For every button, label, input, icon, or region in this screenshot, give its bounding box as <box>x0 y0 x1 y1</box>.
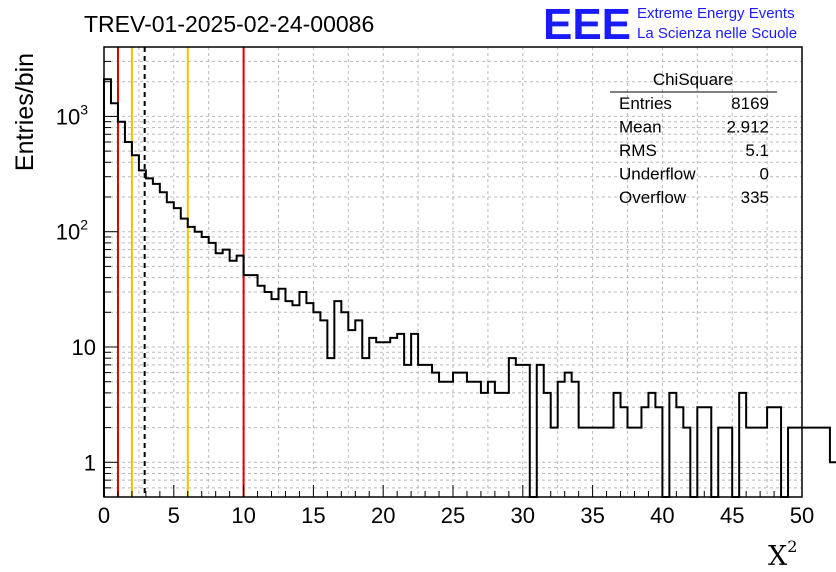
x-tick-label: 15 <box>301 503 325 528</box>
histogram-bin <box>614 393 621 497</box>
histogram-bin <box>739 393 746 497</box>
histogram-bin <box>516 365 523 497</box>
histogram-bin <box>132 155 139 497</box>
histogram-bin <box>537 365 544 497</box>
y-tick-label: 103 <box>56 101 88 129</box>
histogram-bin <box>209 243 216 497</box>
histogram-bin <box>809 428 816 497</box>
x-tick-label: 40 <box>650 503 674 528</box>
stats-row-label: Underflow <box>619 165 696 184</box>
logo-mark: EEE <box>543 0 631 49</box>
histogram-bin <box>216 253 223 497</box>
histogram-bin <box>565 373 572 497</box>
stats-box: ChiSquare Entries 8169 Mean 2.912 RMS 5.1 Unde… <box>610 70 777 207</box>
logo-line-1: Extreme Energy Events <box>637 5 795 22</box>
x-tick-label: 35 <box>580 503 604 528</box>
eee-logo: EEE Extreme Energy Events La Scienza nel… <box>543 0 797 49</box>
histogram-bin <box>202 237 209 497</box>
histogram-bin <box>418 365 425 497</box>
histogram-bin <box>767 407 774 497</box>
histogram-bin <box>425 365 432 497</box>
chart-title: TREV-01-2025-02-24-00086 <box>84 11 374 37</box>
stats-row-value: 335 <box>741 188 769 207</box>
histogram-bin <box>251 275 258 497</box>
histogram-bin <box>258 286 265 497</box>
histogram-bin <box>523 365 530 497</box>
histogram-bin <box>265 292 272 497</box>
logo-line-2: La Scienza nelle Scuole <box>637 25 797 42</box>
histogram-bin <box>460 373 467 497</box>
histogram-bin <box>118 122 125 497</box>
histogram-bin <box>292 305 299 497</box>
histogram-bin <box>313 312 320 497</box>
histogram-bin <box>816 428 823 497</box>
stats-row-label: RMS <box>619 141 657 160</box>
x-axis-label: X2 <box>768 537 797 572</box>
histogram-bin <box>697 407 704 497</box>
x-tick-label: 45 <box>720 503 744 528</box>
histogram-bin <box>188 227 195 497</box>
stats-row-value: 0 <box>760 165 769 184</box>
x-tick-label: 25 <box>441 503 465 528</box>
histogram-bin <box>348 330 355 497</box>
y-tick-label: 102 <box>56 217 88 245</box>
histogram-bin <box>481 393 488 497</box>
histogram-bin <box>195 232 202 497</box>
stats-box-title: ChiSquare <box>653 70 733 89</box>
stats-row-label: Mean <box>619 118 662 137</box>
histogram-bin <box>404 365 411 497</box>
x-tick-label: 10 <box>231 503 255 528</box>
x-axis-label-exp: 2 <box>787 537 797 556</box>
stats-row-value: 5.1 <box>745 141 769 160</box>
histogram-bin <box>669 393 676 497</box>
stats-row-label: Overflow <box>619 188 687 207</box>
y-tick-label: 1 <box>84 450 96 475</box>
histogram-bin <box>802 428 809 497</box>
histogram-bin <box>160 192 167 497</box>
histogram-bin <box>453 373 460 497</box>
x-tick-label: 0 <box>98 503 110 528</box>
histogram-bin <box>655 407 662 497</box>
histogram-bin <box>704 407 711 497</box>
histogram-bin <box>502 393 509 497</box>
grid-lines <box>104 47 802 497</box>
histogram-bin <box>621 407 628 497</box>
y-axis-label: Entries/bin <box>11 53 39 171</box>
stats-row-label: Entries <box>619 94 672 113</box>
histogram-bin <box>341 312 348 497</box>
stats-box-rows: Entries 8169 Mean 2.912 RMS 5.1 Underflow 0 Over… <box>619 94 769 207</box>
y-tick-label: 10 <box>72 335 96 360</box>
histogram-bin <box>230 261 237 497</box>
histogram-bin <box>299 292 306 497</box>
stats-row-value: 8169 <box>731 94 769 113</box>
histogram-bin <box>495 393 502 497</box>
histogram-bin <box>146 178 153 497</box>
histogram-bin <box>432 373 439 497</box>
stats-row-value: 2.912 <box>726 118 769 137</box>
histogram-bin <box>648 393 655 497</box>
x-tick-label: 20 <box>371 503 395 528</box>
histogram-bin <box>774 407 781 497</box>
histogram-bin <box>641 407 648 497</box>
histogram-bin <box>823 428 830 497</box>
x-tick-label: 50 <box>790 503 814 528</box>
x-tick-label: 5 <box>168 503 180 528</box>
x-tick-label: 30 <box>511 503 535 528</box>
x-axis-label-base: X <box>768 541 788 572</box>
reference-lines <box>116 47 245 497</box>
histogram-bin <box>544 393 551 497</box>
histogram-bin <box>167 202 174 497</box>
histogram-bin <box>244 275 251 497</box>
histogram-bin <box>125 142 132 497</box>
axes: 0 5 10 15 20 25 30 35 40 45 50 1 10 102 103 <box>56 46 814 528</box>
histogram-bin <box>676 407 683 497</box>
histogram-outline <box>103 78 836 498</box>
histogram-bin <box>830 462 836 497</box>
histogram-bin <box>223 250 230 497</box>
histogram-bin <box>153 184 160 497</box>
